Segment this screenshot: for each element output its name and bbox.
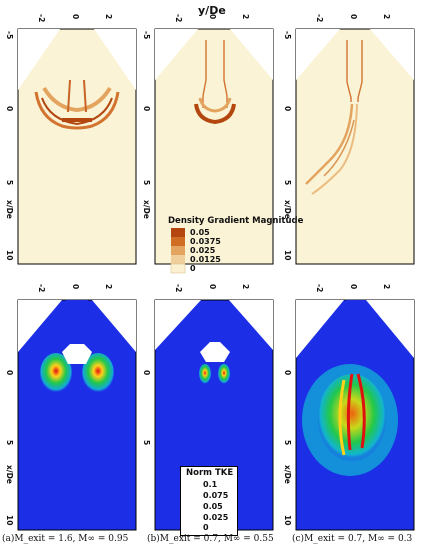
side-axis-label-a: x/De <box>5 200 14 219</box>
bottom-top-tick-a-2: 2 <box>104 284 113 290</box>
bottom-side-tick-c-5: 5 <box>283 440 292 446</box>
density-legend-title: Density Gradient Magnitude <box>168 216 304 226</box>
side-tick-c-neg5: -5 <box>283 31 292 40</box>
tke-legend-level-4: 0.025 <box>203 513 229 522</box>
side-tick-b-0: 0 <box>142 106 151 112</box>
top-tick-a-2: 2 <box>104 14 113 20</box>
bottom-side-tick-a-10: 10 <box>5 515 14 526</box>
bottom-top-tick-a-neg2: -2 <box>37 284 46 293</box>
bottom-top-tick-c-0: 0 <box>349 284 358 290</box>
tke-legend-level-5: 0 <box>203 523 209 532</box>
caption-a: (a)M_exit = 1.6, M∞ = 0.95 <box>2 534 129 544</box>
top-tick-b-neg2: -2 <box>174 14 183 23</box>
density-legend-level-2: 0.0375 <box>190 237 221 246</box>
density-panel-c <box>295 28 415 265</box>
density-legend-level-3: 0.025 <box>190 246 216 255</box>
side-tick-a-5: 5 <box>5 180 14 186</box>
bottom-top-tick-b-neg2: -2 <box>174 284 183 293</box>
tke-legend-box <box>180 466 238 536</box>
side-tick-b-neg5: -5 <box>142 31 151 40</box>
caption-c: (c)M_exit = 0.7, M∞ = 0.3 <box>292 534 413 544</box>
top-tick-a-neg2: -2 <box>37 14 46 23</box>
bottom-side-axis-label-c: x/De <box>283 465 292 484</box>
top-tick-c-neg2: -2 <box>315 14 324 23</box>
bottom-top-tick-a-0: 0 <box>71 284 80 290</box>
tke-panel-c <box>295 299 415 531</box>
tke-legend-level-2: 0.075 <box>203 491 229 500</box>
top-tick-c-0: 0 <box>349 14 358 20</box>
side-tick-a-0: 0 <box>5 106 14 112</box>
side-tick-b-5: 5 <box>142 180 151 186</box>
bottom-top-tick-b-0: 0 <box>208 284 217 290</box>
caption-b: (b)M_exit = 0.7, M∞ = 0.55 <box>147 534 274 544</box>
side-tick-a-10: 10 <box>5 250 14 261</box>
bottom-side-tick-a-5: 5 <box>5 440 14 446</box>
density-legend-level-4: 0.0125 <box>190 255 221 264</box>
side-tick-c-10: 10 <box>283 250 292 261</box>
density-legend-bar <box>170 228 186 274</box>
tke-legend-level-1: 0.1 <box>203 480 218 489</box>
top-tick-c-2: 2 <box>382 14 391 20</box>
bottom-side-tick-c-0: 0 <box>283 370 292 376</box>
bottom-top-tick-c-2: 2 <box>382 284 391 290</box>
bottom-side-tick-b-0: 0 <box>142 370 151 376</box>
side-tick-c-5: 5 <box>283 180 292 186</box>
top-tick-a-0: 0 <box>71 14 80 20</box>
top-axis-label: y/De <box>198 4 226 17</box>
top-tick-b-0: 0 <box>208 14 217 20</box>
top-tick-b-2: 2 <box>241 14 250 20</box>
bottom-side-axis-label-a: x/De <box>5 465 14 484</box>
density-legend-level-1: 0.05 <box>190 228 210 237</box>
bottom-top-tick-b-2: 2 <box>241 284 250 290</box>
tke-panel-a <box>17 299 137 531</box>
density-legend-level-5: 0 <box>190 264 196 273</box>
bottom-top-tick-c-neg2: -2 <box>315 284 324 293</box>
side-axis-label-b: x/De <box>142 200 151 219</box>
tke-legend-level-3: 0.05 <box>203 502 223 511</box>
bottom-side-tick-c-10: 10 <box>283 515 292 526</box>
tke-legend-title: Norm TKE <box>186 468 234 478</box>
density-panel-b <box>154 28 274 265</box>
bottom-side-tick-b-5: 5 <box>142 440 151 446</box>
bottom-side-tick-a-0: 0 <box>5 370 14 376</box>
side-tick-c-0: 0 <box>283 106 292 112</box>
side-tick-a-neg5: -5 <box>5 31 14 40</box>
density-panel-a <box>17 28 137 265</box>
